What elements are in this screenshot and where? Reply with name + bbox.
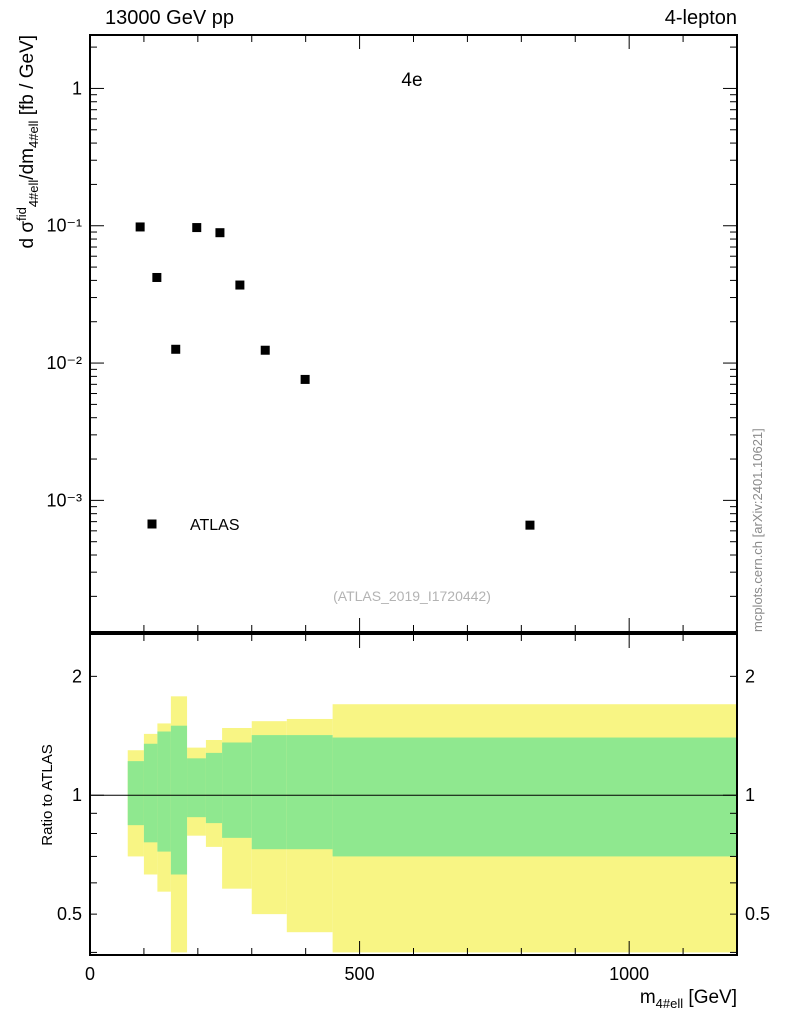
uncertainty-band-inner	[170, 725, 188, 875]
data-point	[300, 374, 310, 384]
x-axis-title: m4#ell [GeV]	[640, 987, 737, 1011]
main-y-tick-label: 10⁻²	[46, 353, 82, 373]
x-tick-label: 1000	[609, 964, 649, 984]
data-point	[135, 222, 145, 232]
legend-marker	[147, 519, 157, 529]
uncertainty-band-inner	[332, 737, 737, 857]
ratio-y-tick-label-left: 0.5	[57, 904, 82, 924]
ratio-y-tick-label-left: 2	[72, 666, 82, 686]
uncertainty-band-inner	[157, 731, 171, 852]
main-y-tick-label: 10⁻³	[46, 490, 82, 510]
data-point	[235, 280, 245, 290]
main-y-tick-label: 10⁻¹	[46, 216, 82, 236]
uncertainty-band-inner	[205, 752, 223, 824]
header-beam-energy: 13000 GeV pp	[105, 7, 234, 29]
uncertainty-band-inner	[127, 761, 144, 826]
data-point	[192, 223, 202, 233]
data-point	[152, 272, 162, 282]
header-channel: 4-lepton	[665, 7, 737, 29]
uncertainty-band-inner	[222, 742, 252, 838]
data-point	[215, 228, 225, 238]
ratio-y-tick-label-right: 0.5	[745, 904, 770, 924]
ratio-y-axis-title: Ratio to ATLAS	[39, 744, 56, 845]
main-y-tick-label: 1	[72, 78, 82, 98]
uncertainty-band-inner	[251, 735, 287, 850]
data-point	[260, 345, 270, 355]
ratio-y-tick-label-left: 1	[72, 785, 82, 805]
data-point	[525, 520, 535, 530]
uncertainty-band-inner	[187, 758, 206, 818]
tick-labels: 0 500 1000 1 10⁻¹ 10⁻² 10⁻³ 2 2 1 1 0.5 0.5	[46, 78, 770, 984]
analysis-watermark: (ATLAS_2019_I1720442)	[333, 588, 491, 604]
ratio-y-tick-label-right: 2	[745, 666, 755, 686]
plot-title: 4e	[401, 70, 422, 91]
ratio-uncertainty-bands	[127, 696, 737, 953]
chart-render-layer: 0 500 1000 1 10⁻¹ 10⁻² 10⁻³ 2 2 1 1 0.5 0.5 d σfid4#e…	[14, 34, 770, 1011]
legend-label: ATLAS	[190, 517, 240, 534]
main-y-axis-title: d σfid4#ell/dm4#ell [fb / GeV]	[14, 35, 41, 249]
ratio-y-tick-label-right: 1	[745, 785, 755, 805]
x-tick-label: 500	[345, 964, 375, 984]
uncertainty-band-inner	[143, 743, 158, 843]
data-points	[135, 222, 535, 530]
uncertainty-band-inner	[286, 735, 333, 850]
main-panel-frame	[89, 34, 738, 633]
data-point	[171, 344, 181, 354]
mcplots-side-note: mcplots.cern.ch [arXiv:2401.10621]	[750, 428, 765, 632]
x-tick-label: 0	[85, 964, 95, 984]
axis-ticks	[89, 35, 738, 955]
